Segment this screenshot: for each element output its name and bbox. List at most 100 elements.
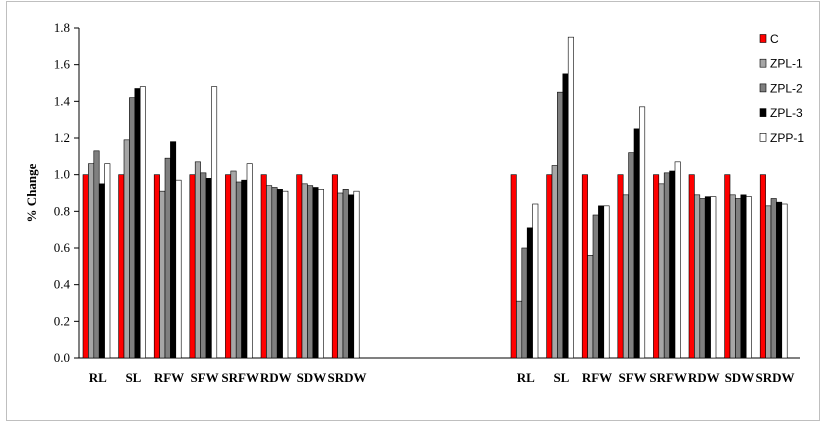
bar <box>546 174 553 359</box>
bar <box>653 174 660 359</box>
bar <box>276 189 283 359</box>
bar <box>317 189 324 359</box>
y-tick-label: 0.6 <box>54 240 71 255</box>
bar <box>581 174 588 359</box>
legend-entry: ZPL-2 <box>770 81 803 95</box>
x-tick-label: SDW <box>725 370 755 385</box>
bar <box>562 73 569 359</box>
legend-entry: ZPL-1 <box>770 57 803 71</box>
bar <box>342 189 349 359</box>
legend-swatch <box>759 83 767 93</box>
legend-swatch <box>759 58 767 68</box>
bar <box>740 194 747 359</box>
bar <box>781 203 788 359</box>
bar <box>663 172 670 359</box>
bar <box>628 152 635 359</box>
bar <box>633 128 640 359</box>
bar <box>669 170 676 359</box>
bar <box>694 194 701 359</box>
bar <box>704 196 711 359</box>
y-tick-label: 0.2 <box>54 313 70 328</box>
bar <box>98 183 105 359</box>
legend: C ZPL-1 ZPL-2 ZPL-3 ZPP-1 <box>759 32 804 145</box>
bar <box>735 198 742 359</box>
bar <box>211 86 218 359</box>
x-tick-label: SDW <box>297 370 327 385</box>
bar <box>175 179 182 359</box>
x-tick-label: SFW <box>619 370 647 385</box>
bar <box>776 201 783 359</box>
bar <box>551 165 558 359</box>
x-tick-label: RFW <box>582 370 612 385</box>
bar <box>353 190 360 359</box>
x-tick-label: SRDW <box>755 370 794 385</box>
legend-entry: ZPL-3 <box>770 106 803 120</box>
bar <box>598 205 605 359</box>
legend-entry: ZPP-1 <box>770 131 804 145</box>
bar <box>266 185 273 359</box>
bar <box>104 163 111 359</box>
bar <box>139 86 146 359</box>
bar <box>710 196 717 359</box>
bar <box>526 227 533 359</box>
y-tick-label: 0.4 <box>54 277 71 292</box>
bar <box>312 187 319 359</box>
bars <box>82 36 788 359</box>
bar <box>331 174 338 359</box>
x-tick-label: RDW <box>688 370 720 385</box>
bar <box>296 174 303 359</box>
bar <box>205 178 212 359</box>
bar <box>271 187 278 359</box>
x-tick-label: SL <box>553 370 569 385</box>
bar <box>765 205 772 359</box>
bar <box>93 150 100 359</box>
bar <box>235 181 242 359</box>
bar <box>510 174 517 359</box>
bar <box>189 174 196 359</box>
x-tick-label: SRFW <box>221 370 259 385</box>
bar <box>301 183 308 359</box>
bar <box>745 196 752 359</box>
legend-entry: C <box>770 32 779 46</box>
bar <box>592 214 599 359</box>
bar <box>337 192 344 359</box>
bar <box>699 198 706 359</box>
bar <box>123 139 130 359</box>
y-tick-label: 1.4 <box>54 93 71 108</box>
bar <box>587 255 594 359</box>
bar <box>282 190 289 359</box>
bar <box>170 141 177 359</box>
x-tick-label: SRFW <box>649 370 687 385</box>
x-tick-label: RFW <box>154 370 184 385</box>
legend-swatch <box>759 34 767 43</box>
bar <box>516 300 523 359</box>
bar <box>241 179 248 359</box>
x-tick-label: SL <box>125 370 141 385</box>
bar <box>622 194 629 359</box>
y-axis: 0.0 0.2 0.4 0.6 0.8 1.0 1.2 1.4 1.6 1.8 <box>54 20 80 365</box>
bar <box>567 36 574 359</box>
y-axis-title: % Change <box>24 163 39 222</box>
bar <box>88 163 95 359</box>
bar <box>532 203 539 359</box>
bar <box>688 174 695 359</box>
x-tick-label: RL <box>89 370 107 385</box>
bar <box>159 190 166 359</box>
y-tick-label: 0.0 <box>54 350 70 365</box>
x-tick-label: SRDW <box>327 370 366 385</box>
bar <box>246 163 253 359</box>
bar <box>729 194 736 359</box>
bar <box>153 174 160 359</box>
bar <box>129 97 136 359</box>
bar <box>617 174 624 359</box>
y-tick-label: 1.2 <box>54 130 70 145</box>
x-tick-label: SFW <box>191 370 219 385</box>
bar <box>307 185 314 359</box>
y-tick-label: 1.8 <box>54 20 70 35</box>
legend-swatch <box>759 133 767 142</box>
bar <box>603 205 610 359</box>
bar <box>521 247 528 359</box>
bar <box>82 174 89 359</box>
